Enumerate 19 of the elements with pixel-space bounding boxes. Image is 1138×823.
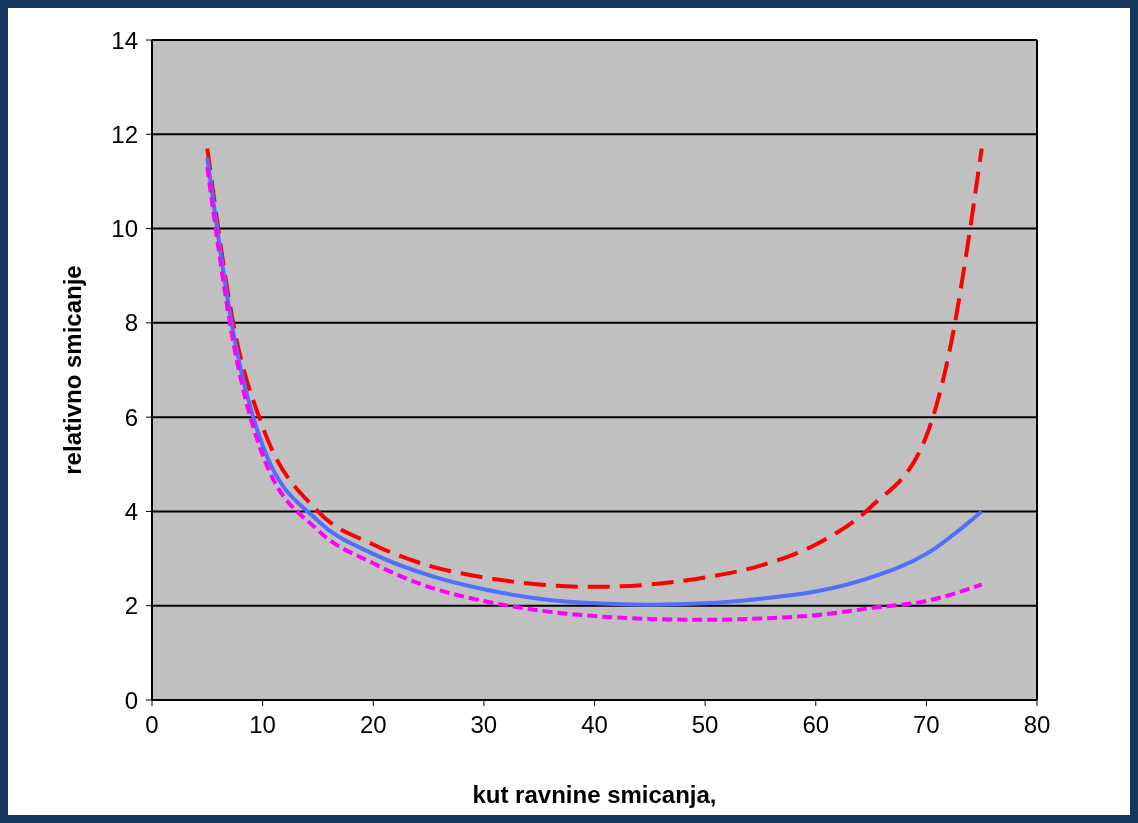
x-axis-title: kut ravnine smicanja,: [472, 781, 717, 808]
x-tick-label: 80: [1023, 711, 1051, 739]
y-tick-label: 14: [111, 26, 138, 54]
x-tick-label: 10: [249, 711, 276, 739]
y-tick-label: 12: [111, 120, 138, 148]
y-tick-label: 8: [124, 309, 138, 337]
x-tick-label: 60: [802, 711, 830, 739]
y-axis-title: relativno smicanje: [58, 265, 86, 475]
x-tick-label: 70: [913, 711, 940, 739]
y-tick-label: 4: [124, 497, 138, 525]
x-tick-label: 20: [359, 711, 387, 739]
x-tick-label: 40: [581, 711, 608, 739]
x-tick-label: 50: [691, 711, 719, 739]
x-tick-label: 30: [470, 711, 498, 739]
y-tick-label: 6: [124, 403, 138, 431]
y-tick-label: 2: [124, 592, 138, 620]
x-tick-label: 0: [145, 711, 159, 739]
y-tick-label: 10: [111, 215, 138, 243]
y-tick-label: 0: [124, 686, 138, 714]
